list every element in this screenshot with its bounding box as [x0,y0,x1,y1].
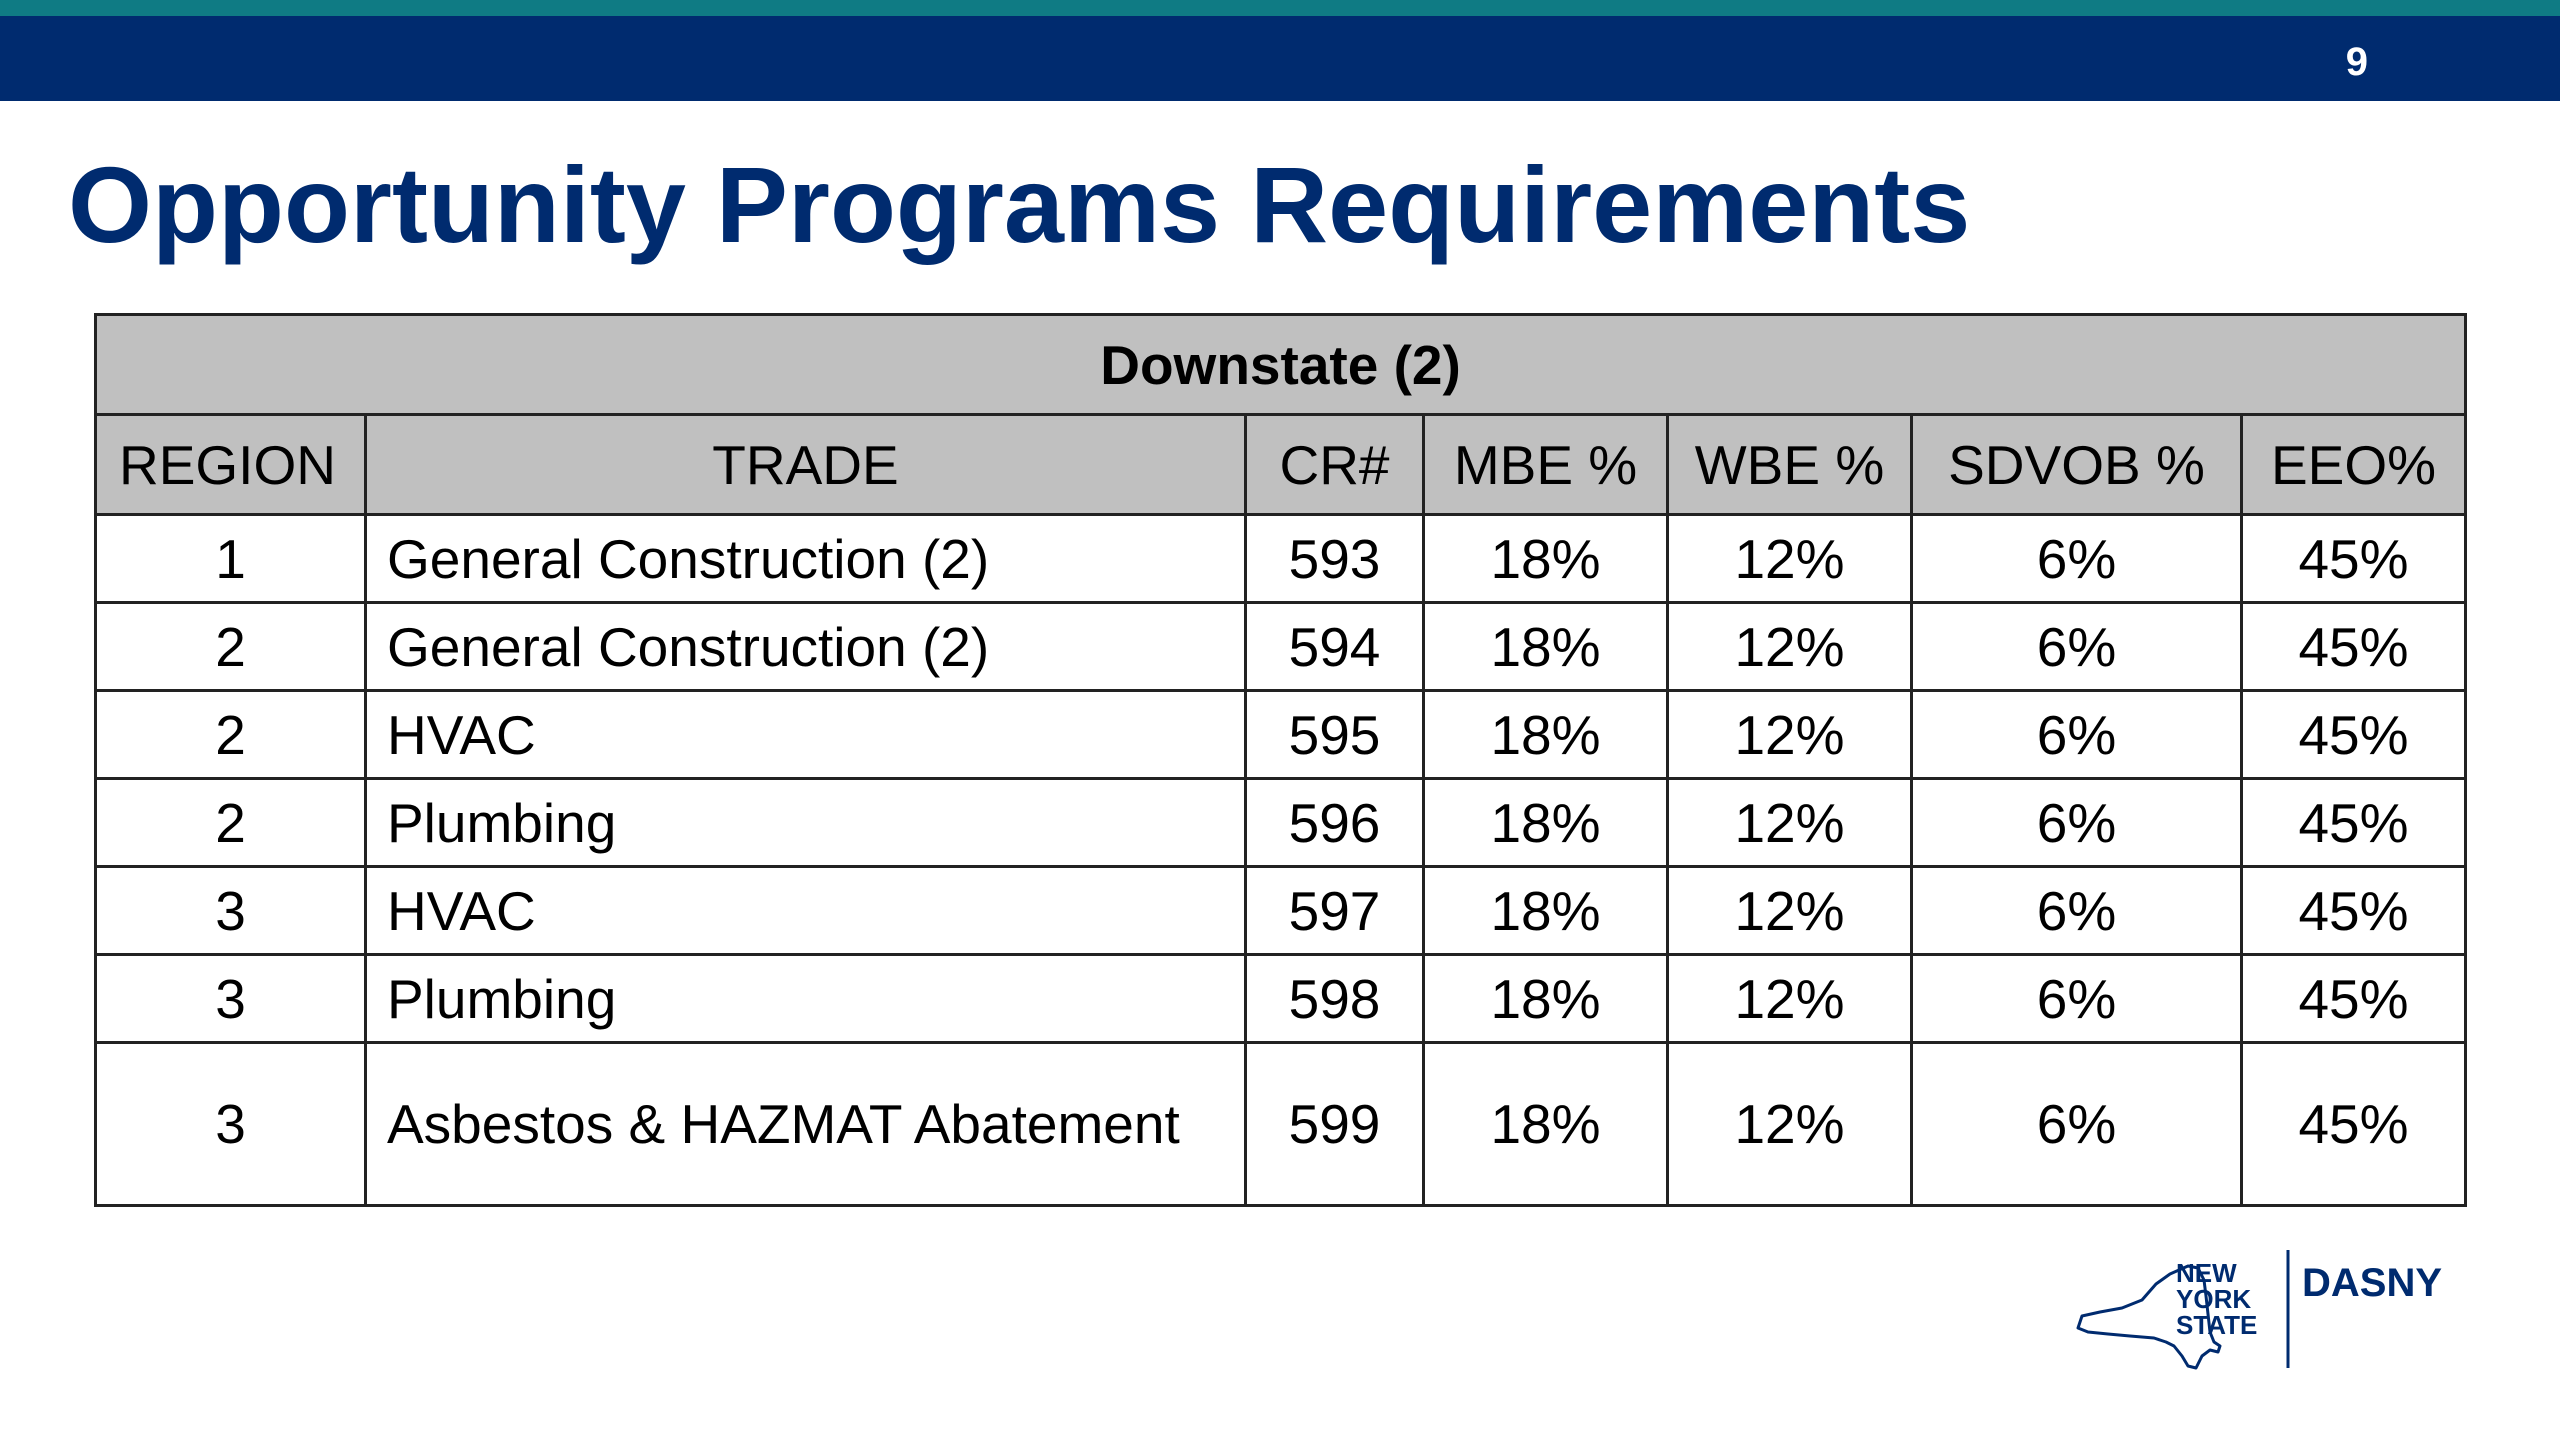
logo-state-line1: NEW [2176,1258,2237,1288]
cell-eeo: 45% [2239,689,2468,780]
slide-title: Opportunity Programs Requirements [68,144,1971,265]
cell-cr: 593 [1244,513,1425,604]
cell-wbe: 12% [1666,865,1913,956]
column-header-region: REGION [94,413,367,516]
cell-mbe: 18% [1422,953,1669,1044]
cell-region: 2 [94,689,367,780]
header-bar [0,16,2560,101]
cell-trade: Plumbing [364,953,1247,1044]
column-header-wbe: WBE % [1666,413,1913,516]
cell-eeo: 45% [2239,1041,2468,1207]
logo-state-line3: STATE [2176,1310,2257,1340]
cell-eeo: 45% [2239,513,2468,604]
cell-mbe: 18% [1422,777,1669,868]
cell-eeo: 45% [2239,777,2468,868]
cell-trade: HVAC [364,865,1247,956]
requirements-table: Downstate (2) REGION TRADE CR# MBE % WBE… [93,313,2468,1207]
requirements-table-container: Downstate (2) REGION TRADE CR# MBE % WBE… [93,313,2468,1207]
cell-wbe: 12% [1666,601,1913,692]
column-header-cr: CR# [1244,413,1425,516]
cell-wbe: 12% [1666,777,1913,868]
new-york-state-outline-icon: NEW YORK STATE DASNY [2076,1250,2442,1370]
table-row: 2 Plumbing 596 18% 12% 6% 45% [94,777,2468,868]
cell-region: 3 [94,1041,367,1207]
cell-sdvob: 6% [1910,1041,2243,1207]
cell-sdvob: 6% [1910,953,2243,1044]
table-row: 3 Plumbing 598 18% 12% 6% 45% [94,953,2468,1044]
cell-cr: 597 [1244,865,1425,956]
cell-sdvob: 6% [1910,777,2243,868]
cell-cr: 599 [1244,1041,1425,1207]
cell-wbe: 12% [1666,953,1913,1044]
table-header-row: REGION TRADE CR# MBE % WBE % SDVOB % EEO… [94,413,2468,516]
cell-mbe: 18% [1422,865,1669,956]
cell-cr: 595 [1244,689,1425,780]
nys-dasny-logo: NEW YORK STATE DASNY [2070,1238,2490,1388]
table-row: 3 HVAC 597 18% 12% 6% 45% [94,865,2468,956]
cell-region: 3 [94,865,367,956]
cell-region: 2 [94,777,367,868]
cell-region: 2 [94,601,367,692]
cell-eeo: 45% [2239,865,2468,956]
cell-mbe: 18% [1422,689,1669,780]
cell-sdvob: 6% [1910,601,2243,692]
cell-eeo: 45% [2239,601,2468,692]
cell-wbe: 12% [1666,513,1913,604]
cell-trade: General Construction (2) [364,513,1247,604]
cell-sdvob: 6% [1910,689,2243,780]
table-caption: Downstate (2) [93,313,2468,416]
cell-sdvob: 6% [1910,513,2243,604]
cell-mbe: 18% [1422,513,1669,604]
logo-agency-name: DASNY [2302,1261,2442,1305]
column-header-mbe: MBE % [1422,413,1669,516]
cell-trade: Asbestos & HAZMAT Abatement [364,1041,1247,1207]
top-accent-stripe [0,0,2560,16]
cell-region: 1 [94,513,367,604]
table-row: 2 HVAC 595 18% 12% 6% 45% [94,689,2468,780]
cell-cr: 594 [1244,601,1425,692]
column-header-sdvob: SDVOB % [1910,413,2243,516]
table-caption-row: Downstate (2) [93,313,2468,416]
cell-wbe: 12% [1666,1041,1913,1207]
cell-cr: 598 [1244,953,1425,1044]
cell-trade: General Construction (2) [364,601,1247,692]
column-header-trade: TRADE [364,413,1247,516]
table-row: 3 Asbestos & HAZMAT Abatement 599 18% 12… [94,1041,2468,1207]
cell-cr: 596 [1244,777,1425,868]
page-number: 9 [2345,40,2368,84]
column-header-eeo: EEO% [2239,413,2468,516]
cell-trade: HVAC [364,689,1247,780]
table-row: 2 General Construction (2) 594 18% 12% 6… [94,601,2468,692]
cell-eeo: 45% [2239,953,2468,1044]
cell-trade: Plumbing [364,777,1247,868]
cell-sdvob: 6% [1910,865,2243,956]
cell-wbe: 12% [1666,689,1913,780]
cell-mbe: 18% [1422,601,1669,692]
logo-state-line2: YORK [2176,1284,2251,1314]
table-row: 1 General Construction (2) 593 18% 12% 6… [94,513,2468,604]
cell-mbe: 18% [1422,1041,1669,1207]
cell-region: 3 [94,953,367,1044]
